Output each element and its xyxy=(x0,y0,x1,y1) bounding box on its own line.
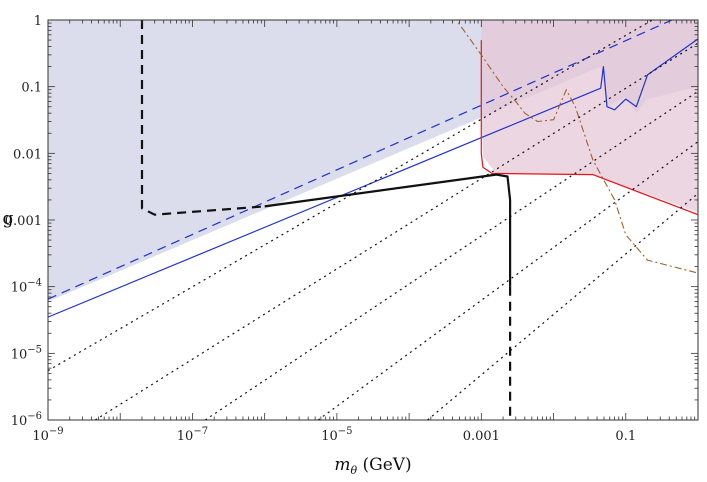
x-tick-label: 10−5 xyxy=(321,426,352,444)
series-dotted-4 xyxy=(317,141,698,420)
y-axis-label: g xyxy=(3,209,14,229)
region-layer xyxy=(48,20,698,302)
series-blue-dashed xyxy=(48,20,674,300)
series-dotted-2 xyxy=(94,42,698,420)
x-tick-label: 0.1 xyxy=(615,429,636,444)
y-tick-label: 0.1 xyxy=(21,81,42,96)
series-black-solid xyxy=(264,173,512,287)
series-dotted-3 xyxy=(204,90,698,420)
series-red-solid xyxy=(480,40,698,216)
x-tick-label: 0.001 xyxy=(463,429,500,444)
x-axis-label: mθ (GeV) xyxy=(334,455,411,477)
series-black-dashed-left xyxy=(140,20,265,216)
red-region xyxy=(481,20,698,213)
tick-layer: 10−9 10−7 10−5 0.001 0.1 1 0.1 0.01 0.001 10−4 10−… xyxy=(5,14,698,444)
y-tick-label: 0.001 xyxy=(5,214,42,229)
series-brown-dashdot xyxy=(455,20,698,274)
series-dotted-5 xyxy=(427,193,698,420)
series-blue-solid xyxy=(48,38,698,318)
y-tick-label: 0.01 xyxy=(13,147,42,162)
x-tick-label: 10−7 xyxy=(177,426,208,444)
y-tick-label: 10−5 xyxy=(11,344,42,362)
y-tick-label: 10−4 xyxy=(11,278,42,296)
x-tick-label: 10−9 xyxy=(32,426,63,444)
y-tick-label: 1 xyxy=(34,14,42,29)
series-layer xyxy=(48,20,698,420)
y-tick-label: 10−6 xyxy=(11,411,42,429)
